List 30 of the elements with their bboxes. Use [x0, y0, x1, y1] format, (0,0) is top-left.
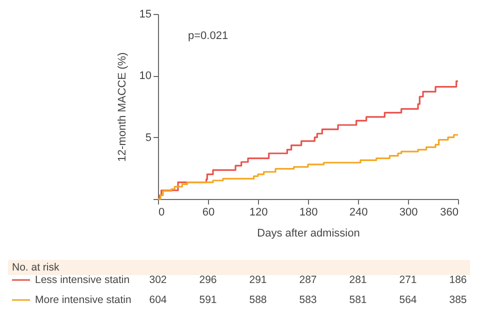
- text: 281: [349, 274, 367, 286]
- x-tick-label: 360: [440, 206, 458, 218]
- x-tick-label: 0: [158, 206, 165, 218]
- text: 604: [149, 294, 167, 306]
- text: 583: [299, 294, 317, 306]
- x-tick-label: 240: [349, 206, 368, 218]
- text: 591: [199, 294, 217, 306]
- annotation: p=0.021: [188, 30, 228, 42]
- text: 564: [399, 294, 417, 306]
- y-tick-label: 5: [145, 132, 152, 144]
- text: 296: [199, 274, 217, 286]
- text: 581: [349, 294, 367, 306]
- text: 302: [149, 274, 167, 286]
- legend-label: Less intensive statin: [35, 274, 130, 286]
- x-tick-label: 180: [299, 206, 318, 218]
- legend-label: More intensive statin: [35, 294, 132, 306]
- text: 271: [399, 274, 417, 286]
- y-tick-label: 10: [139, 70, 152, 82]
- text: 588: [249, 294, 267, 306]
- text: No. at risk: [12, 262, 60, 274]
- x-tick-label: 60: [202, 206, 215, 218]
- y-tick-label: 15: [139, 8, 152, 20]
- text: 186: [449, 274, 467, 286]
- text: 287: [299, 274, 317, 286]
- x-tick-label: 120: [249, 206, 268, 218]
- text: 385: [449, 294, 467, 306]
- y-axis-title: 12-month MACCE (%): [116, 52, 128, 162]
- text: 291: [249, 274, 267, 286]
- x-axis-title: Days after admission: [257, 228, 360, 240]
- x-tick-label: 300: [399, 206, 418, 218]
